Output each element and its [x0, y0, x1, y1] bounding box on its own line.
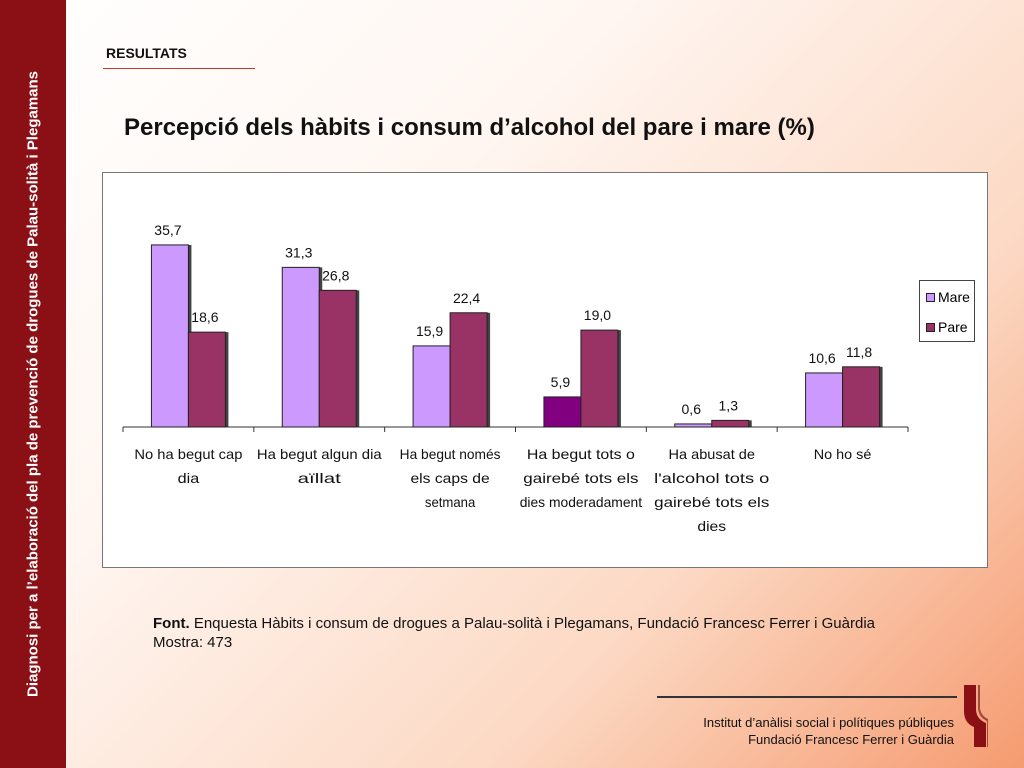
data-label-pare: 18,6	[191, 309, 218, 325]
x-tick-label: gairebé tots els	[523, 470, 638, 486]
data-label-mare: 10,6	[808, 350, 835, 366]
section-label: RESULTATS	[106, 45, 187, 61]
source-note: Font. Enquesta Hàbits i consum de drogue…	[153, 614, 875, 652]
data-label-mare: 15,9	[416, 323, 443, 339]
data-label-mare: 35,7	[154, 222, 181, 238]
footer-divider	[657, 696, 957, 698]
bar-mare	[543, 396, 582, 428]
bar-mare	[805, 372, 844, 428]
x-tick-label: Ha begut algun dia	[257, 446, 382, 462]
footer-institute: Institut d’anàlisi social i polítiques p…	[703, 715, 954, 730]
x-tick-label: els caps de	[410, 470, 489, 486]
data-label-pare: 19,0	[584, 307, 611, 323]
bar-mare	[150, 244, 189, 428]
x-tick-label: setmana	[425, 494, 476, 510]
bar-mare	[412, 345, 451, 428]
legend-label-pare: Pare	[938, 319, 968, 335]
data-label-pare: 1,3	[719, 397, 739, 413]
x-tick-label: Ha begut només	[400, 446, 501, 462]
institution-logo-icon	[964, 685, 988, 747]
x-tick-label: dies	[697, 518, 726, 534]
sidebar-band: Diagnosi per a l’elaboració del pla de p…	[0, 0, 66, 768]
x-tick-label: Ha abusat de	[669, 446, 756, 462]
x-tick-label: gairebé tots els	[654, 494, 769, 510]
bar-pare	[318, 289, 357, 428]
data-label-pare: 11,8	[846, 344, 872, 360]
sidebar-title: Diagnosi per a l’elaboració del pla de p…	[24, 70, 42, 698]
data-label-mare: 5,9	[551, 374, 571, 390]
x-tick-label: aïllat	[298, 470, 341, 486]
bar-pare	[580, 329, 619, 428]
bar-pare	[842, 366, 881, 428]
legend-swatch-pare	[926, 323, 935, 332]
x-tick-label: No ho sé	[814, 446, 872, 462]
x-tick-label: dies moderadament	[520, 494, 642, 510]
section-underline	[103, 68, 255, 69]
bar-pare	[187, 331, 226, 428]
bar-pare	[711, 419, 750, 428]
source-label: Font.	[153, 615, 190, 632]
x-tick-label: l'alcohol tots o	[654, 470, 769, 486]
page-title: Percepció dels hàbits i consum d’alcohol…	[124, 114, 815, 141]
x-tick-label: No ha begut cap	[134, 446, 242, 462]
bar-mare	[674, 423, 713, 428]
bar-mare	[281, 266, 320, 428]
footer-foundation: Fundació Francesc Ferrer i Guàrdia	[748, 732, 954, 747]
source-text: Enquesta Hàbits i consum de drogues a Pa…	[193, 615, 876, 632]
legend-label-mare: Mare	[938, 289, 970, 305]
data-label-mare: 31,3	[285, 244, 312, 260]
bar-pare	[449, 312, 488, 428]
sample-size: Mostra: 473	[153, 634, 233, 651]
data-label-mare: 0,6	[682, 401, 702, 417]
data-label-pare: 22,4	[453, 290, 480, 306]
bar-chart: 35,7 18,6 No ha begut cap dia 31,3 26,8 Ha beg…	[122, 222, 909, 534]
x-tick-label: Ha begut tots o	[527, 446, 635, 462]
x-tick-label: dia	[178, 470, 200, 486]
chart-legend: Mare Pare	[919, 280, 975, 342]
legend-swatch-mare	[926, 293, 935, 302]
data-label-pare: 26,8	[322, 267, 349, 283]
chart-panel: 35,7 18,6 No ha begut cap dia 31,3 26,8 Ha beg…	[102, 172, 988, 568]
footer-credits: Institut d’anàlisi social i polítiques p…	[703, 714, 954, 748]
